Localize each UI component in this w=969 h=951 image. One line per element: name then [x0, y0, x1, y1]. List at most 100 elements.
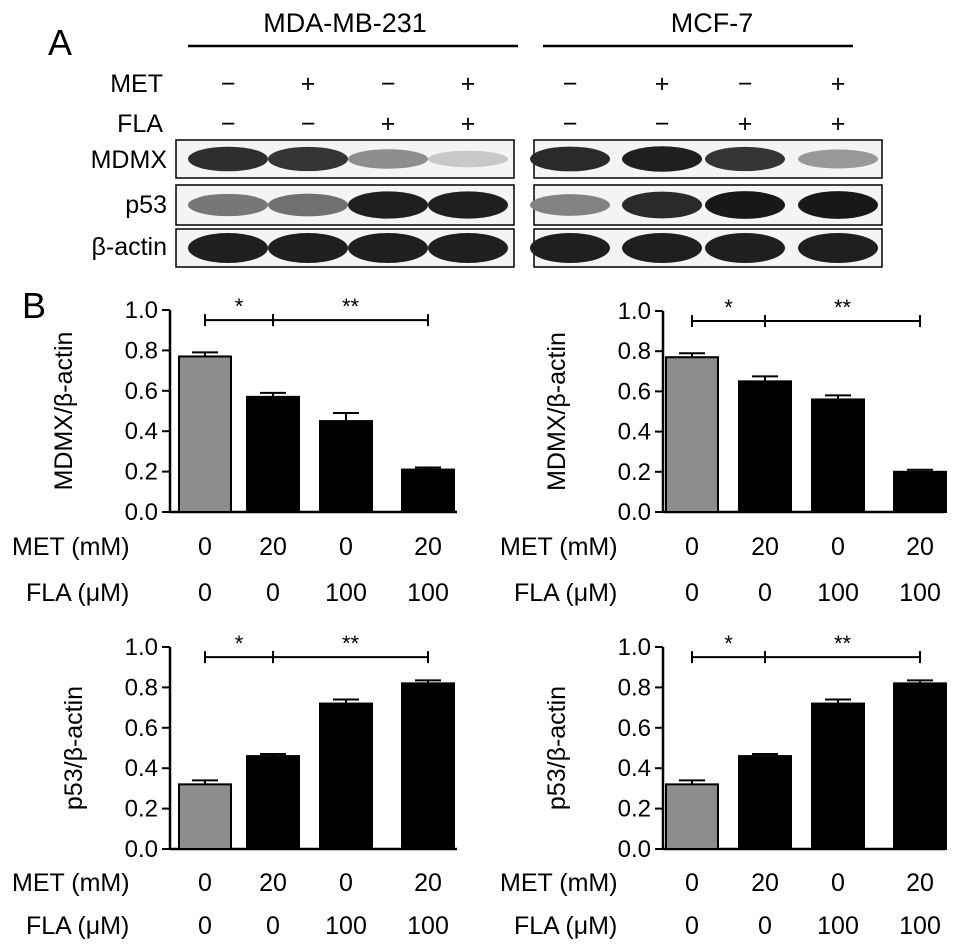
bar: [811, 702, 865, 850]
met-sign: −: [563, 70, 578, 98]
y-axis-label: MDMX/β-actin: [543, 332, 571, 491]
fla-condition-value: 100: [817, 579, 859, 607]
met-row-label: MET: [110, 70, 163, 98]
blot-band: [530, 194, 610, 216]
y-tick-label: 0.6: [125, 715, 158, 742]
fla-condition-label: FLA (μM): [26, 579, 129, 607]
met-condition-value: 20: [751, 533, 779, 561]
significance-label: *: [724, 631, 733, 656]
y-tick-label: 0.4: [618, 419, 651, 446]
blot-band: [188, 146, 268, 172]
y-tick-label: 1.0: [125, 297, 158, 324]
blot-band: [268, 233, 348, 263]
met-condition-value: 0: [198, 533, 212, 561]
blot-band: [428, 233, 508, 263]
fla-sign: +: [831, 110, 846, 138]
y-tick-label: 0.8: [125, 674, 158, 701]
met-condition-label: MET (mM): [500, 869, 618, 897]
y-tick-label: 1.0: [618, 298, 651, 325]
blot-band: [268, 146, 348, 172]
significance-label: *: [724, 295, 733, 320]
significance-label: **: [342, 631, 360, 656]
met-condition-value: 0: [339, 869, 353, 897]
significance-label: **: [834, 631, 852, 656]
fla-condition-label: FLA (μM): [514, 579, 617, 607]
blot-band: [705, 191, 785, 219]
blot-band: [798, 233, 878, 263]
bar: [893, 470, 947, 513]
western-blots: [175, 139, 883, 268]
met-condition-value: 0: [685, 533, 699, 561]
y-axis-label: MDMX/β-actin: [50, 332, 78, 491]
blot-band: [798, 149, 878, 169]
blot-band: [348, 191, 428, 219]
blot-label-beta-actin: β-actin: [91, 233, 167, 261]
met-condition-value: 20: [906, 533, 934, 561]
bar: [178, 783, 232, 850]
blot-band: [705, 233, 785, 263]
y-tick-label: 0.0: [125, 499, 158, 526]
blot-band: [530, 233, 610, 263]
met-condition-label: MET (mM): [500, 533, 618, 561]
blot-band: [348, 233, 428, 263]
fla-condition-value: 0: [198, 912, 212, 940]
y-tick-label: 1.0: [125, 634, 158, 661]
blot-band: [268, 193, 348, 217]
y-tick-label: 0.8: [618, 674, 651, 701]
bar: [319, 420, 373, 514]
blot-band: [622, 191, 702, 219]
significance-label: *: [235, 631, 244, 656]
y-tick-label: 0.4: [125, 418, 158, 445]
y-axis-label: p53/β-actin: [543, 686, 571, 810]
panel-b-letter: B: [22, 285, 46, 326]
blot-band: [188, 193, 268, 217]
met-sign: −: [381, 70, 396, 98]
fla-sign: +: [738, 110, 753, 138]
fla-condition-value: 100: [899, 912, 941, 940]
met-condition-value: 20: [414, 533, 442, 561]
met-sign: −: [221, 70, 236, 98]
fla-sign: −: [563, 110, 578, 138]
blot-label-p53: p53: [125, 191, 167, 219]
met-condition-value: 0: [198, 869, 212, 897]
bar: [246, 395, 300, 513]
blot-band: [188, 233, 268, 263]
met-condition-value: 0: [339, 533, 353, 561]
fla-condition-value: 100: [817, 912, 859, 940]
y-tick-label: 0.0: [618, 499, 651, 526]
panel-a: A MDA-MB-231 MCF-7 MET FLA − + − + − − +…: [48, 8, 883, 268]
met-condition-label: MET (mM): [12, 869, 130, 897]
significance-label: **: [834, 295, 852, 320]
met-condition-value: 0: [831, 533, 845, 561]
bar: [401, 682, 455, 850]
met-sign: +: [831, 70, 846, 98]
fla-sign: −: [655, 110, 670, 138]
blot-band: [530, 146, 610, 172]
fla-condition-label: FLA (μM): [26, 912, 129, 940]
bar: [665, 783, 719, 850]
met-condition-value: 20: [259, 869, 287, 897]
met-sign: +: [301, 70, 316, 98]
y-tick-label: 0.6: [618, 715, 651, 742]
fla-condition-value: 0: [685, 912, 699, 940]
blot-band: [428, 191, 508, 219]
met-condition-label: MET (mM): [12, 533, 130, 561]
met-condition-value: 20: [751, 869, 779, 897]
y-tick-label: 0.6: [125, 378, 158, 405]
met-condition-value: 20: [259, 533, 287, 561]
met-condition-value: 20: [414, 869, 442, 897]
fla-row-label: FLA: [117, 110, 163, 138]
y-tick-label: 0.2: [618, 796, 651, 823]
y-tick-label: 0.2: [125, 459, 158, 486]
y-tick-label: 0.8: [618, 338, 651, 365]
fla-condition-value: 0: [758, 579, 772, 607]
blot-band: [705, 146, 785, 172]
met-sign: −: [738, 70, 753, 98]
met-condition-value: 0: [685, 869, 699, 897]
y-tick-label: 0.0: [125, 836, 158, 863]
